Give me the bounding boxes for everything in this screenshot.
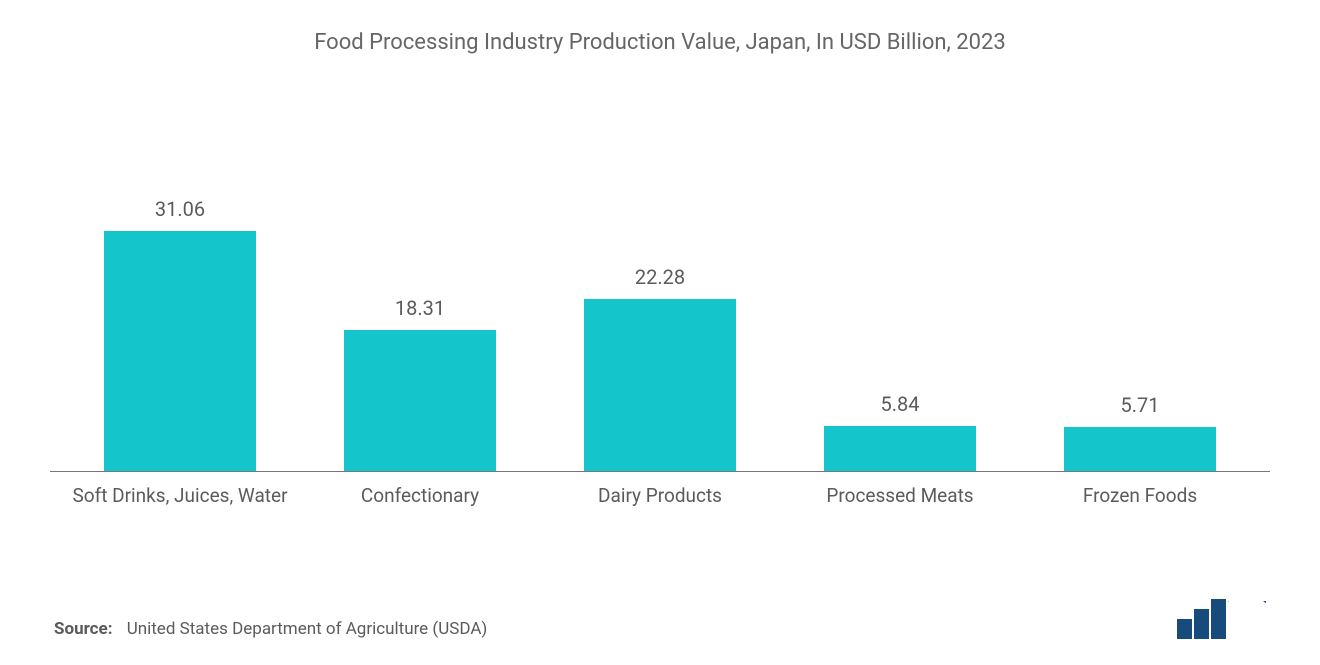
bar-4: 5.71 bbox=[1032, 155, 1248, 471]
bar-rect bbox=[584, 299, 735, 471]
x-label: Processed Meats bbox=[792, 484, 1008, 509]
bar-rect bbox=[104, 231, 255, 471]
bar-value-label: 31.06 bbox=[155, 197, 205, 221]
bar-3: 5.84 bbox=[792, 155, 1008, 471]
source-value: United States Department of Agriculture … bbox=[127, 619, 488, 639]
bar-1: 18.31 bbox=[312, 155, 528, 471]
bar-0: 31.06 bbox=[72, 155, 288, 471]
logo-bar-icon bbox=[1211, 599, 1226, 639]
bar-rect bbox=[344, 330, 495, 471]
bar-value-label: 5.71 bbox=[1121, 393, 1160, 417]
footer-row: Source: United States Department of Agri… bbox=[50, 599, 1270, 645]
source-text: Source: United States Department of Agri… bbox=[54, 619, 487, 639]
plot-area: 31.06 18.31 22.28 5.84 5.71 bbox=[50, 155, 1270, 472]
logo-curve-icon bbox=[1228, 601, 1266, 639]
brand-logo bbox=[1177, 599, 1266, 639]
bar-value-label: 18.31 bbox=[395, 296, 445, 320]
logo-bar-icon bbox=[1194, 609, 1209, 639]
bar-value-label: 5.84 bbox=[881, 392, 920, 416]
bar-value-label: 22.28 bbox=[635, 265, 685, 289]
x-label: Confectionary bbox=[312, 484, 528, 509]
logo-bar-icon bbox=[1177, 619, 1192, 639]
source-label: Source: bbox=[54, 619, 112, 639]
bar-rect bbox=[1064, 427, 1215, 471]
chart-title: Food Processing Industry Production Valu… bbox=[50, 30, 1270, 55]
bar-rect bbox=[824, 426, 975, 471]
x-label: Dairy Products bbox=[552, 484, 768, 509]
chart-container: Food Processing Industry Production Valu… bbox=[0, 0, 1320, 665]
x-label: Frozen Foods bbox=[1032, 484, 1248, 509]
bar-2: 22.28 bbox=[552, 155, 768, 471]
x-axis-labels: Soft Drinks, Juices, Water Confectionary… bbox=[50, 472, 1270, 509]
x-label: Soft Drinks, Juices, Water bbox=[72, 484, 288, 509]
